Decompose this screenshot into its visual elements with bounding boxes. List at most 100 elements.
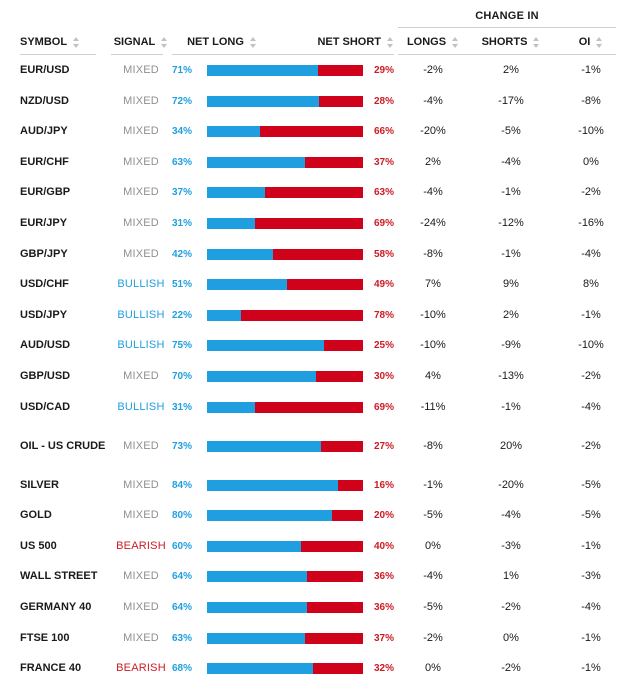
header-divider [20,54,96,55]
change-oi-cell: -16% [578,217,604,229]
symbol-cell[interactable]: EUR/CHF [20,156,69,168]
change-oi-cell: -5% [581,479,601,491]
net-short-cell: 66% [373,125,394,137]
change-shorts-cell: -12% [498,217,524,229]
table-row[interactable]: EUR/GBP MIXED 37% 63% -4% -1% -2% [0,181,633,203]
col-header-net-short[interactable]: NET SHORT [294,30,394,54]
table-row[interactable]: USD/JPY BULLISH 22% 78% -10% 2% -1% [0,304,633,326]
change-longs-cell: -8% [423,440,443,452]
net-short-cell: 37% [373,632,394,644]
symbol-cell[interactable]: AUD/JPY [20,125,68,137]
net-short-cell: 49% [373,278,394,290]
symbol-cell[interactable]: NZD/USD [20,95,69,107]
table-row[interactable]: GBP/USD MIXED 70% 30% 4% -13% -2% [0,365,633,387]
col-header-oi-label: OI [578,36,591,48]
sort-arrows-icon[interactable] [532,36,540,48]
net-long-cell: 68% [172,662,193,674]
symbol-cell[interactable]: OIL - US CRUDE [20,440,106,452]
symbol-cell[interactable]: USD/CAD [20,401,71,413]
table-row[interactable]: FRANCE 40 BEARISH 68% 32% 0% -2% -1% [0,657,633,679]
change-oi-cell: -8% [581,95,601,107]
net-short-cell: 20% [373,509,394,521]
table-row[interactable]: OIL - US CRUDE MIXED 73% 27% -8% 20% -2% [0,426,633,466]
table-row[interactable]: GBP/JPY MIXED 42% 58% -8% -1% -4% [0,243,633,265]
sort-arrows-icon[interactable] [386,36,394,48]
net-long-cell: 42% [172,248,193,260]
symbol-cell[interactable]: WALL STREET [20,570,98,582]
sentiment-bar [207,632,363,644]
symbol-cell[interactable]: USD/JPY [20,309,68,321]
table-row[interactable]: GOLD MIXED 80% 20% -5% -4% -5% [0,504,633,526]
change-shorts-cell: 20% [499,440,523,452]
col-header-symbol[interactable]: SYMBOL [20,30,110,54]
table-row[interactable]: GERMANY 40 MIXED 64% 36% -5% -2% -4% [0,596,633,618]
symbol-cell[interactable]: GOLD [20,509,52,521]
symbol-cell[interactable]: EUR/JPY [20,217,68,229]
change-oi-cell: -3% [581,570,601,582]
change-longs-cell: -2% [423,64,443,76]
table-row[interactable]: NZD/USD MIXED 72% 28% -4% -17% -8% [0,90,633,112]
net-long-fill [207,217,256,229]
symbol-cell[interactable]: SILVER [20,479,59,491]
table-row[interactable]: AUD/USD BULLISH 75% 25% -10% -9% -10% [0,334,633,356]
symbol-cell[interactable]: FRANCE 40 [20,662,82,674]
symbol-cell[interactable]: GBP/JPY [20,248,68,260]
change-longs-cell: 2% [425,156,441,168]
net-long-fill [207,401,256,413]
change-longs-cell: -10% [420,339,446,351]
net-long-fill [207,156,306,168]
sort-arrows-icon[interactable] [72,36,80,48]
net-long-cell: 71% [172,64,193,76]
net-long-fill [207,440,321,452]
table-row[interactable]: FTSE 100 MIXED 63% 37% -2% 0% -1% [0,627,633,649]
symbol-cell[interactable]: GERMANY 40 [20,601,92,613]
col-header-signal[interactable]: SIGNAL [111,30,171,54]
net-short-cell: 78% [373,309,394,321]
sort-arrows-icon[interactable] [451,36,459,48]
symbol-cell[interactable]: EUR/USD [20,64,70,76]
signal-cell: MIXED [123,440,159,452]
table-row[interactable]: USD/CAD BULLISH 31% 69% -11% -1% -4% [0,396,633,418]
change-oi-cell: -1% [581,309,601,321]
net-short-cell: 69% [373,401,394,413]
symbol-cell[interactable]: EUR/GBP [20,186,71,198]
table-row[interactable]: WALL STREET MIXED 64% 36% -4% 1% -3% [0,565,633,587]
net-long-fill [207,95,320,107]
table-row[interactable]: EUR/CHF MIXED 63% 37% 2% -4% 0% [0,151,633,173]
net-long-cell: 72% [172,95,193,107]
symbol-cell[interactable]: FTSE 100 [20,632,70,644]
col-header-shorts[interactable]: SHORTS [476,30,546,54]
net-long-cell: 31% [172,401,193,413]
table-row[interactable]: EUR/USD MIXED 71% 29% -2% 2% -1% [0,59,633,81]
sort-arrows-icon[interactable] [595,36,603,48]
col-header-longs[interactable]: LONGS [398,30,468,54]
net-short-cell: 30% [373,370,394,382]
net-short-cell: 63% [373,186,394,198]
symbol-cell[interactable]: US 500 [20,540,57,552]
net-long-fill [207,540,301,552]
sentiment-bar [207,509,363,521]
net-long-fill [207,309,242,321]
table-row[interactable]: SILVER MIXED 84% 16% -1% -20% -5% [0,474,633,496]
symbol-cell[interactable]: USD/CHF [20,278,69,290]
change-oi-cell: -1% [581,632,601,644]
change-longs-cell: -24% [420,217,446,229]
symbol-cell[interactable]: AUD/USD [20,339,71,351]
sort-arrows-icon[interactable] [160,36,168,48]
signal-cell: MIXED [123,248,159,260]
change-longs-cell: -4% [423,95,443,107]
sentiment-bar [207,601,363,613]
symbol-cell[interactable]: GBP/USD [20,370,71,382]
table-row[interactable]: USD/CHF BULLISH 51% 49% 7% 9% 8% [0,273,633,295]
signal-cell: MIXED [123,509,159,521]
col-header-net-long[interactable]: NET LONG [172,30,272,54]
signal-cell: MIXED [123,156,159,168]
sort-arrows-icon[interactable] [249,36,257,48]
table-row[interactable]: AUD/JPY MIXED 34% 66% -20% -5% -10% [0,120,633,142]
change-longs-cell: -4% [423,186,443,198]
col-header-oi[interactable]: OI [556,30,626,54]
signal-cell: BULLISH [117,278,165,290]
table-row[interactable]: EUR/JPY MIXED 31% 69% -24% -12% -16% [0,212,633,234]
sentiment-bar [207,125,363,137]
table-row[interactable]: US 500 BEARISH 60% 40% 0% -3% -1% [0,535,633,557]
